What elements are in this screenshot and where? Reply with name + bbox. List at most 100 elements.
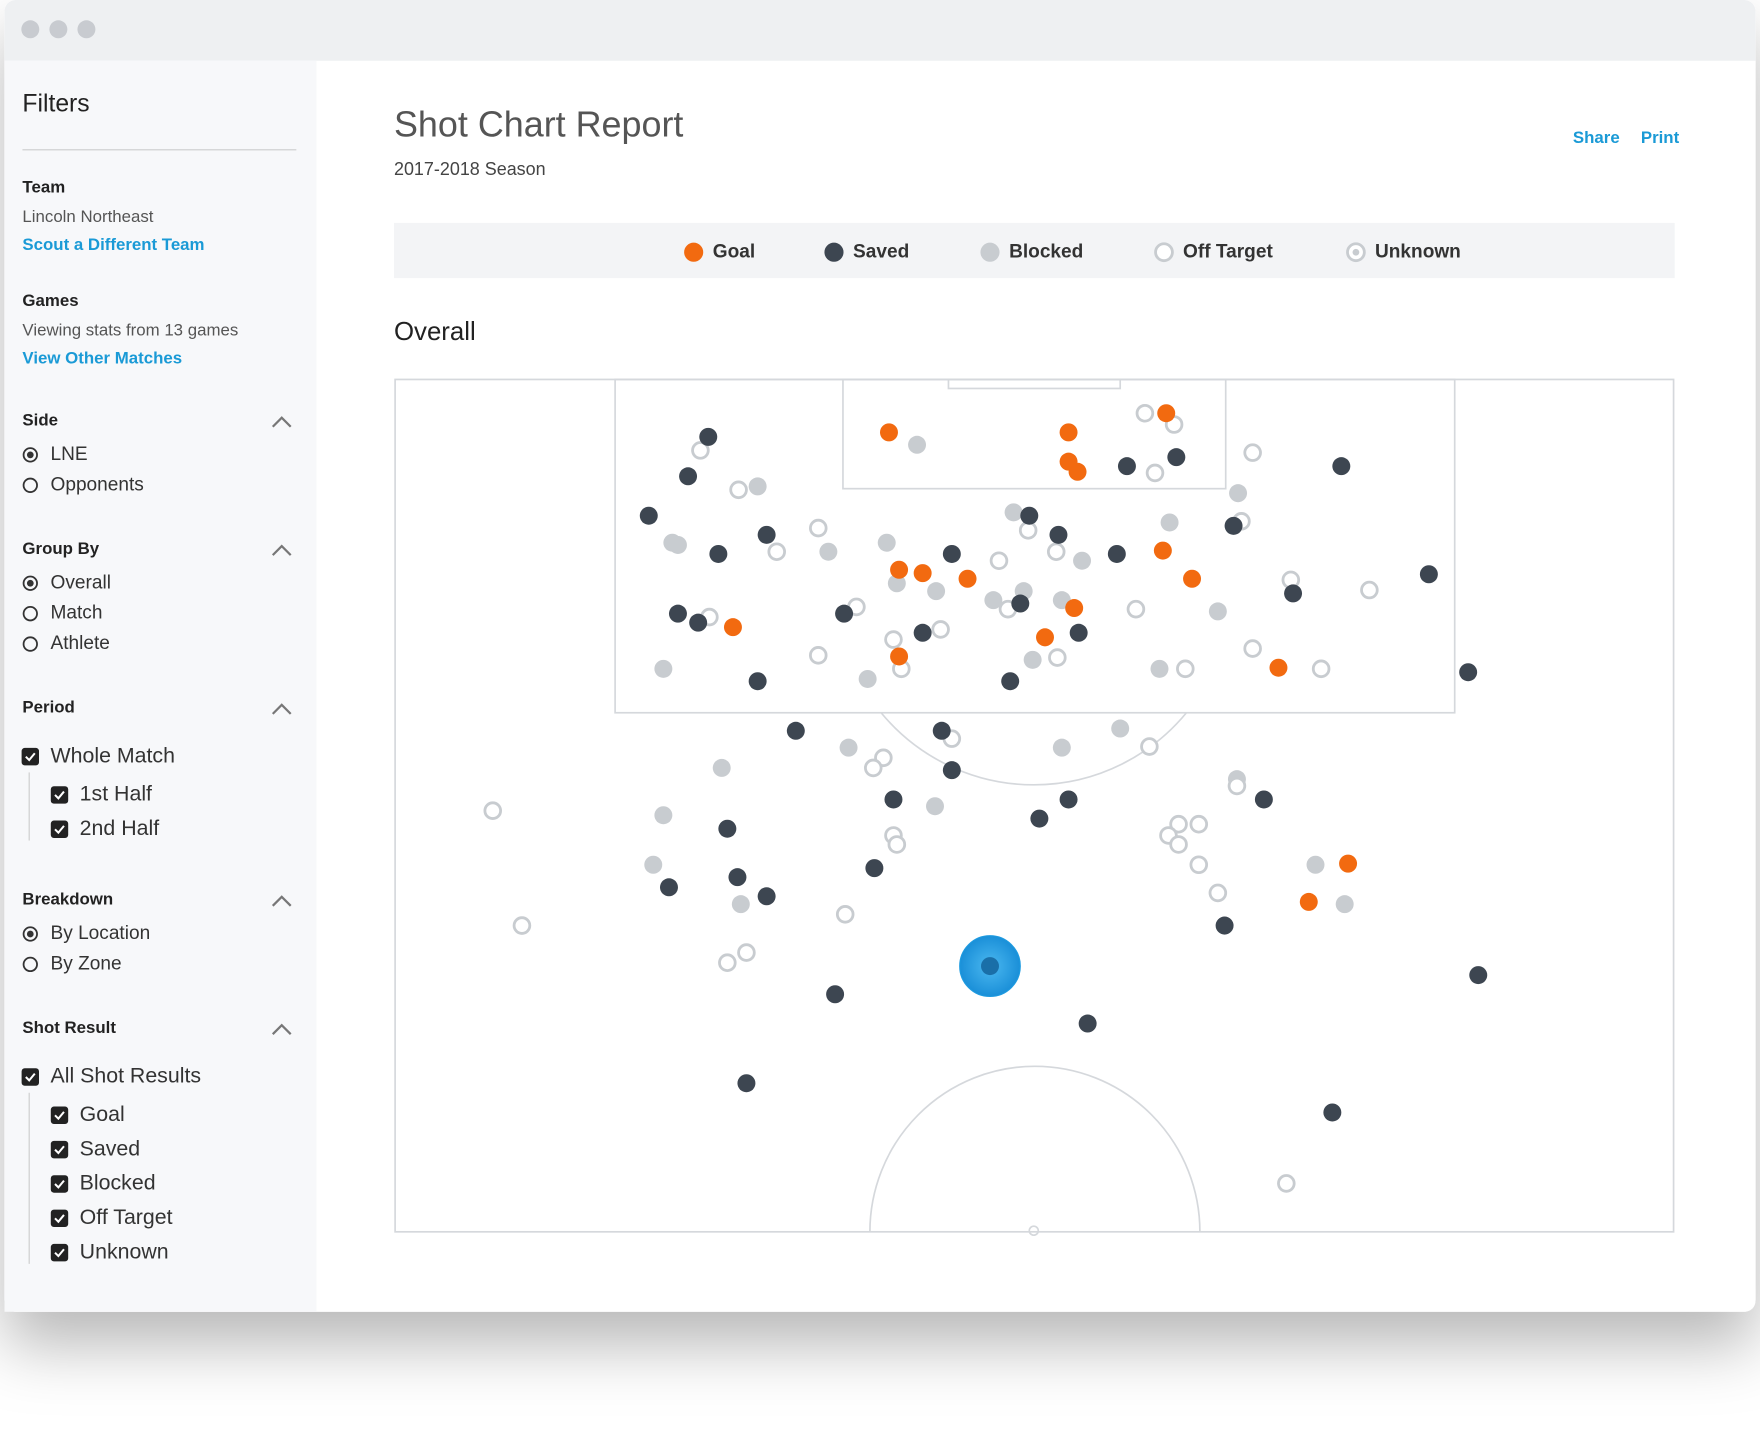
checkbox[interactable] <box>50 820 69 839</box>
share-button[interactable]: Share <box>1573 128 1620 147</box>
page-title: Shot Chart Report <box>394 104 683 145</box>
checkbox[interactable] <box>50 1140 69 1159</box>
shot <box>723 618 742 637</box>
shot <box>884 790 903 809</box>
shot <box>1169 814 1188 834</box>
shot <box>908 435 927 454</box>
radio[interactable] <box>22 636 38 652</box>
shot <box>884 630 903 649</box>
check-mark <box>25 752 36 762</box>
shot <box>826 985 845 1004</box>
shot <box>1208 602 1227 621</box>
legend-label[interactable]: Blocked <box>1009 241 1083 262</box>
window-close[interactable] <box>21 20 40 39</box>
option-label: Blocked <box>80 1171 156 1195</box>
shot <box>1150 659 1169 678</box>
shot <box>1059 790 1078 809</box>
shot <box>1284 584 1303 603</box>
shot <box>1004 503 1023 522</box>
games-link[interactable]: View Other Matches <box>22 349 182 368</box>
window-maximize[interactable] <box>77 20 96 39</box>
shot <box>1299 892 1318 911</box>
shot <box>731 895 750 914</box>
shot <box>958 569 977 588</box>
center-circle <box>869 1065 1201 1232</box>
radio[interactable] <box>22 575 38 591</box>
shot <box>729 480 748 500</box>
shot <box>654 659 673 678</box>
shot <box>1160 513 1179 532</box>
shot <box>767 542 786 562</box>
collapse-toggle[interactable] <box>271 544 292 556</box>
shot <box>1048 648 1067 667</box>
shot <box>689 613 708 632</box>
check-mark <box>54 1179 65 1189</box>
radio[interactable] <box>22 956 38 973</box>
collapse-toggle[interactable] <box>271 416 292 428</box>
legend-label[interactable]: Goal <box>713 241 755 262</box>
checkbox[interactable] <box>50 1243 69 1262</box>
option-label: Saved <box>80 1136 140 1160</box>
shot <box>1224 516 1243 535</box>
option-label: Overall <box>51 572 111 593</box>
legend-marker <box>980 242 1000 262</box>
checkbox[interactable] <box>50 1175 69 1193</box>
checkbox[interactable] <box>50 1209 69 1228</box>
radio[interactable] <box>22 926 38 942</box>
legend-label[interactable]: Saved <box>853 241 909 262</box>
legend-label[interactable]: Unknown <box>1375 241 1461 262</box>
option-label: Opponents <box>51 474 144 495</box>
radio[interactable] <box>22 447 38 463</box>
checkbox[interactable] <box>50 1106 69 1125</box>
option-label: Whole Match <box>51 743 175 767</box>
radio-dot <box>26 579 34 587</box>
shot <box>757 887 776 906</box>
shot <box>942 544 961 563</box>
shot <box>668 604 687 623</box>
shot <box>668 535 687 554</box>
shot <box>1023 650 1042 669</box>
shot <box>728 868 747 887</box>
shot <box>699 427 718 446</box>
collapse-toggle[interactable] <box>271 1023 292 1036</box>
shot <box>989 551 1009 571</box>
shot <box>931 620 950 639</box>
shot <box>718 819 737 838</box>
legend: Goal Saved Blocked Off Target Unknown <box>684 241 1461 262</box>
shot <box>887 574 906 593</box>
collapse-toggle[interactable] <box>271 703 292 715</box>
page-subtitle: 2017-2018 Season <box>394 159 546 179</box>
shot <box>1419 565 1438 584</box>
legend-marker-center <box>1352 248 1360 256</box>
shot <box>913 564 932 583</box>
collapse-toggle[interactable] <box>271 895 292 907</box>
shot <box>1140 737 1159 756</box>
check-mark <box>54 790 65 800</box>
games-value: Viewing stats from 13 games <box>22 320 238 339</box>
shot <box>1157 404 1176 423</box>
shot <box>1306 855 1325 874</box>
check-mark <box>54 1248 65 1258</box>
option-label: Goal <box>80 1102 125 1126</box>
shot <box>1269 658 1288 677</box>
radio-dot <box>26 451 34 459</box>
shot <box>1208 883 1228 903</box>
radio[interactable] <box>22 477 38 493</box>
print-button[interactable]: Print <box>1641 128 1680 147</box>
option-label: Unknown <box>80 1239 169 1263</box>
window-minimize[interactable] <box>49 20 68 39</box>
shot <box>913 623 932 642</box>
checkbox[interactable] <box>50 786 69 804</box>
check-mark <box>54 1214 65 1224</box>
team-link[interactable]: Scout a Different Team <box>22 235 204 254</box>
checkbox[interactable] <box>21 747 40 766</box>
checkbox[interactable] <box>21 1068 40 1086</box>
shot <box>1135 403 1155 423</box>
shot <box>839 738 858 757</box>
shot <box>1020 506 1039 525</box>
radio[interactable] <box>22 606 38 622</box>
legend-label[interactable]: Off Target <box>1183 241 1273 262</box>
shot <box>1030 809 1049 828</box>
option-label: All Shot Results <box>51 1064 202 1088</box>
shot <box>819 542 838 561</box>
